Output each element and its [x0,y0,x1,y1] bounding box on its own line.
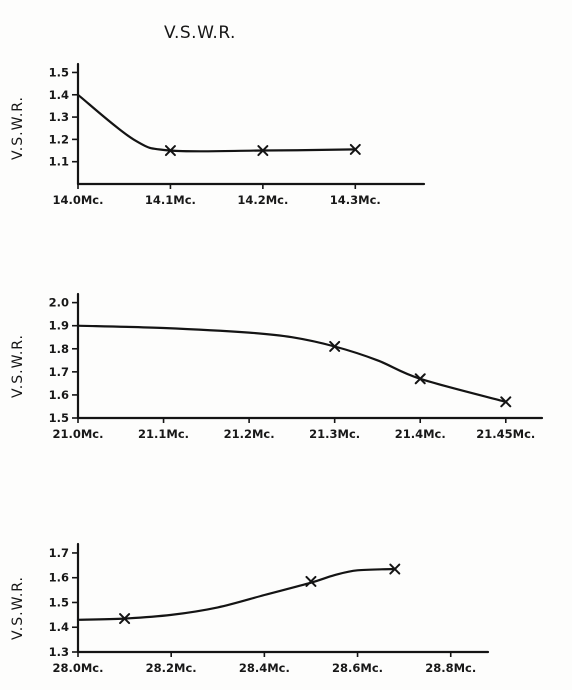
chart-panel-21mc: V.S.W.R. 1.5 1.6 1.7 1.8 1.9 2.0 21.0Mc. 21.1Mc… [10,292,544,441]
y-axis-label: V.S.W.R. [10,576,26,640]
y-tick-label: 1.6 [49,571,69,585]
x-tick-label: 21.45Mc. [476,427,535,441]
x-tick-label: 21.3Mc. [309,427,360,441]
y-tick-label: 1.4 [49,620,69,634]
vswr-curve [76,567,396,621]
y-tick-label: 1.5 [49,65,69,79]
chart-panel-14mc: V.S.W.R. 1.1 1.2 1.3 1.4 1.5 14.0Mc. 14.1Mc. 14… [10,62,426,207]
x-tick-label: 28.2Mc. [146,661,197,675]
y-tick-label: 1.3 [49,645,69,659]
y-tick-label: 1.5 [49,595,69,609]
figure-title: V.S.W.R. [164,23,236,43]
y-tick-label: 1.9 [49,319,69,333]
x-tick-label: 14.1Mc. [145,193,196,207]
x-tick-label: 14.0Mc. [52,193,103,207]
y-tick-label: 1.7 [49,546,69,560]
x-tick-label: 28.0Mc. [52,661,103,675]
y-tick-label: 1.2 [49,132,69,146]
data-point-marker [329,340,341,352]
y-axis-label: V.S.W.R. [10,334,26,398]
data-point-marker [305,575,317,587]
x-tick-label: 14.3Mc. [330,193,381,207]
y-tick-label: 1.6 [49,388,69,402]
y-tick-label: 1.1 [49,155,69,169]
x-tick-label: 14.2Mc. [237,193,288,207]
y-tick-label: 2.0 [49,296,69,310]
chart-panel-28mc: V.S.W.R. 1.3 1.4 1.5 1.6 1.7 28.0Mc. 28.2Mc. 28… [10,542,490,675]
data-point-marker [119,613,131,625]
x-tick-label: 21.2Mc. [224,427,275,441]
data-point-marker [257,145,269,157]
vswr-curve [76,93,357,153]
y-tick-label: 1.8 [49,342,69,356]
data-point-marker [389,563,401,575]
y-tick-label: 1.5 [49,411,69,425]
data-point-marker [500,396,512,408]
x-tick-label: 21.4Mc. [395,427,446,441]
y-tick-label: 1.7 [49,365,69,379]
x-tick-label: 21.0Mc. [52,427,103,441]
x-tick-label: 28.4Mc. [239,661,290,675]
vswr-curve [76,324,507,403]
y-axis-label: V.S.W.R. [10,96,26,160]
y-tick-label: 1.3 [49,110,69,124]
x-tick-label: 21.1Mc. [138,427,189,441]
data-point-marker [349,143,361,155]
y-tick-label: 1.4 [49,88,69,102]
x-tick-label: 28.6Mc. [332,661,383,675]
data-point-marker [414,373,426,385]
data-point-marker [164,145,176,157]
x-tick-label: 28.8Mc. [425,661,476,675]
